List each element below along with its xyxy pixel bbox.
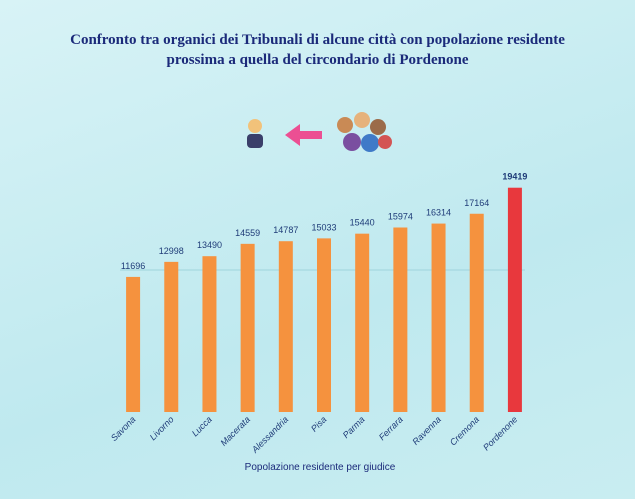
- value-label: 16314: [426, 208, 451, 218]
- x-tick-label: Livorno: [148, 414, 176, 442]
- decoration: [247, 112, 392, 152]
- value-label: 17164: [464, 198, 489, 208]
- value-label: 15033: [311, 222, 336, 232]
- x-axis-label: Popolazione residente per giudice: [245, 462, 396, 473]
- bar: [278, 241, 293, 412]
- bar: [317, 238, 331, 412]
- x-tick-label: Macerata: [218, 414, 252, 448]
- value-label: 13490: [197, 240, 222, 250]
- x-tick-label: Alessandria: [249, 414, 290, 455]
- bar: [126, 276, 141, 412]
- value-label: 14787: [273, 225, 298, 235]
- x-tick-label: Parma: [341, 414, 367, 440]
- value-label: 14559: [235, 228, 260, 238]
- x-tick-label: Lucca: [190, 414, 214, 438]
- value-label: 15974: [388, 212, 413, 222]
- value-label: 19419: [502, 172, 527, 182]
- bar: [507, 187, 522, 412]
- x-tick-label: Savona: [109, 414, 138, 443]
- value-label: 12998: [159, 246, 184, 256]
- x-tick-label: Cremona: [448, 414, 481, 447]
- bar: [355, 233, 370, 412]
- bar: [469, 213, 484, 412]
- bar: [431, 223, 446, 412]
- chart-title: Confronto tra organici dei Tribunali di …: [70, 32, 565, 68]
- x-tick-label: Pordenone: [481, 414, 519, 452]
- value-label: 11696: [121, 261, 145, 271]
- x-tick-label: Pisa: [309, 414, 328, 433]
- bar: [164, 261, 179, 412]
- bar: [202, 256, 217, 412]
- bar: [240, 243, 255, 412]
- bar: [393, 227, 408, 412]
- x-tick-label: Ferrara: [377, 414, 405, 442]
- value-label: 15440: [350, 218, 375, 228]
- x-tick-label: Ravenna: [410, 414, 443, 447]
